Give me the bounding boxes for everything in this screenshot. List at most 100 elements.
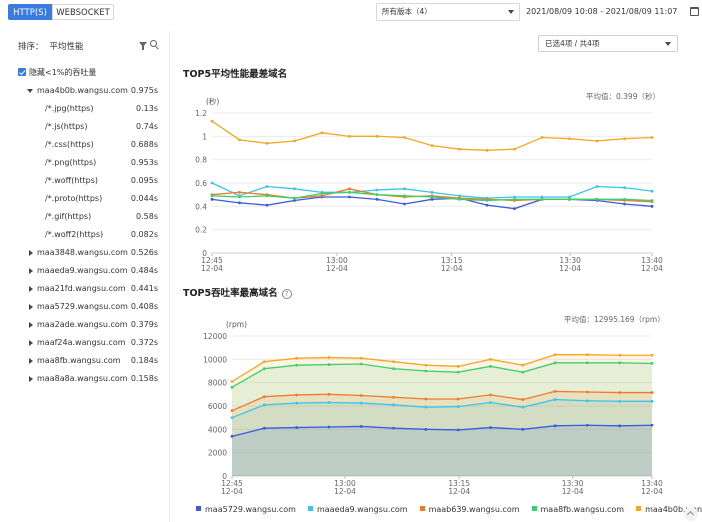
sort-value[interactable]: 平均性能 xyxy=(49,42,84,52)
scroll-to-top-icon[interactable] xyxy=(684,507,698,521)
x-tick-label: 12-04 xyxy=(201,264,223,273)
caret-down-icon[interactable] xyxy=(27,89,33,93)
domain-item[interactable]: maaf24a.wangsu.com 0.372s xyxy=(0,334,170,352)
domain-item[interactable]: maa2ade.wangsu.com 0.379s xyxy=(0,316,170,334)
data-point xyxy=(650,189,654,193)
legend-item[interactable]: maaeda9.wangsu.com xyxy=(307,505,408,514)
sub-rule-item[interactable]: /*.proto(https) 0.044s xyxy=(0,190,170,208)
x-tick-label: 12-04 xyxy=(441,264,463,273)
caret-right-icon[interactable] xyxy=(29,340,33,346)
data-point xyxy=(521,363,525,367)
sub-rule-item[interactable]: /*.css(https) 0.688s xyxy=(0,136,170,154)
data-point xyxy=(392,403,395,407)
date-range-picker[interactable]: 2021/08/09 10:08 - 2021/08/09 11:07 xyxy=(526,7,678,16)
data-point xyxy=(521,427,525,431)
data-point xyxy=(327,425,331,429)
caret-right-icon[interactable] xyxy=(29,250,33,256)
help-icon[interactable]: ? xyxy=(281,289,292,299)
legend-item[interactable]: maab639.wangsu.com xyxy=(419,505,520,514)
domain-time: 0.58s xyxy=(136,212,158,221)
data-point xyxy=(489,393,492,397)
y-tick-label: 12000 xyxy=(203,332,227,341)
data-point xyxy=(265,141,269,145)
data-point xyxy=(618,361,622,365)
series-select-dropdown[interactable]: 已选4项 / 共4项 xyxy=(538,35,678,52)
version-select[interactable]: 所有版本（4） xyxy=(376,3,520,21)
domain-item[interactable]: maa8a8a.wangsu.com 0.158s xyxy=(0,370,170,388)
data-point xyxy=(424,397,428,401)
domain-time: 0.158s xyxy=(130,374,158,383)
series-area xyxy=(232,425,652,476)
data-point xyxy=(540,136,544,139)
data-point xyxy=(489,364,492,368)
caret-right-icon[interactable] xyxy=(29,304,33,310)
data-point xyxy=(458,147,461,151)
data-point xyxy=(553,361,557,365)
data-point xyxy=(430,197,434,201)
hide-low-throughput-toggle[interactable]: 隐藏<1%的吞吐量 xyxy=(18,68,96,78)
legend-item[interactable]: maa8fb.wangsu.com xyxy=(531,505,624,514)
sub-rule-item[interactable]: /*.woff2(https) 0.082s xyxy=(0,226,170,244)
data-point xyxy=(238,201,241,205)
data-point xyxy=(262,395,266,399)
data-point xyxy=(327,356,331,359)
sub-rule-item[interactable]: /*.woff(https) 0.095s xyxy=(0,172,170,190)
tab-websocket[interactable]: WEBSOCKET xyxy=(52,4,114,20)
throughput-area-chart: (rpm)02000400060008000100001200012:4512-… xyxy=(203,320,663,496)
y-tick-label: 1 xyxy=(202,132,207,141)
caret-right-icon[interactable] xyxy=(29,358,33,364)
legend-swatch xyxy=(636,506,642,511)
data-point xyxy=(513,147,516,151)
y-tick-label: 0 xyxy=(222,472,227,481)
y-tick-label: 0.2 xyxy=(195,226,207,235)
domain-item[interactable]: maaeda9.wangsu.com 0.484s xyxy=(0,262,170,280)
domain-item[interactable]: maa21fd.wangsu.com 0.441s xyxy=(0,280,170,298)
domain-time: 0.044s xyxy=(130,194,158,203)
legend-item[interactable]: maa4b0b.wangsu.com xyxy=(636,505,702,514)
data-point xyxy=(295,401,299,405)
data-point xyxy=(553,398,557,401)
data-point xyxy=(210,119,214,123)
x-tick-label: 12-04 xyxy=(334,487,356,496)
sub-rule-item[interactable]: /*.gif(https) 0.58s xyxy=(0,208,170,226)
domain-item[interactable]: maa4b0b.wangsu.com 0.975s xyxy=(0,82,170,100)
tab-https[interactable]: HTTP(S) xyxy=(8,4,52,20)
caret-right-icon[interactable] xyxy=(29,286,33,292)
data-point xyxy=(265,185,269,188)
series-line xyxy=(231,398,652,419)
series-area xyxy=(232,362,652,476)
series-select-value: 已选4项 / 共4项 xyxy=(545,39,600,48)
data-point xyxy=(375,197,379,201)
x-tick-label: 12-04 xyxy=(326,264,348,273)
data-point xyxy=(623,186,626,190)
domain-item[interactable]: maa3848.wangsu.com 0.526s xyxy=(0,244,170,262)
caret-right-icon[interactable] xyxy=(29,322,33,328)
caret-right-icon[interactable] xyxy=(29,376,33,382)
caret-right-icon[interactable] xyxy=(29,268,33,274)
sort-label: 排序： xyxy=(18,42,44,52)
calendar-icon[interactable] xyxy=(690,7,699,16)
data-point xyxy=(295,356,299,360)
data-point xyxy=(585,399,589,403)
sub-rule-item[interactable]: /*.png(https) 0.953s xyxy=(0,154,170,172)
domain-name: maa2ade.wangsu.com xyxy=(37,320,128,329)
legend-item[interactable]: maa5729.wangsu.com xyxy=(196,505,296,514)
data-point xyxy=(540,197,544,201)
domain-time: 0.095s xyxy=(130,176,158,185)
data-point xyxy=(295,426,299,429)
sub-rule-item[interactable]: /*.jpg(https) 0.13s xyxy=(0,100,170,118)
filter-icon[interactable] xyxy=(139,42,147,50)
data-point xyxy=(456,428,460,432)
domain-item[interactable]: maa8fb.wangsu.com 0.184s xyxy=(0,352,170,370)
data-point xyxy=(650,423,654,427)
legend-label: maaeda9.wangsu.com xyxy=(316,505,408,514)
domain-item[interactable]: maa5729.wangsu.com 0.408s xyxy=(0,298,170,316)
x-tick-label: 12:45 xyxy=(201,256,223,265)
hide-low-throughput-checkbox[interactable] xyxy=(18,68,26,76)
data-point xyxy=(623,202,626,206)
data-point xyxy=(623,197,626,201)
data-point xyxy=(320,131,324,135)
search-icon[interactable] xyxy=(150,40,157,47)
sub-rule-item[interactable]: /*.js(https) 0.74s xyxy=(0,118,170,136)
data-point xyxy=(585,390,589,394)
